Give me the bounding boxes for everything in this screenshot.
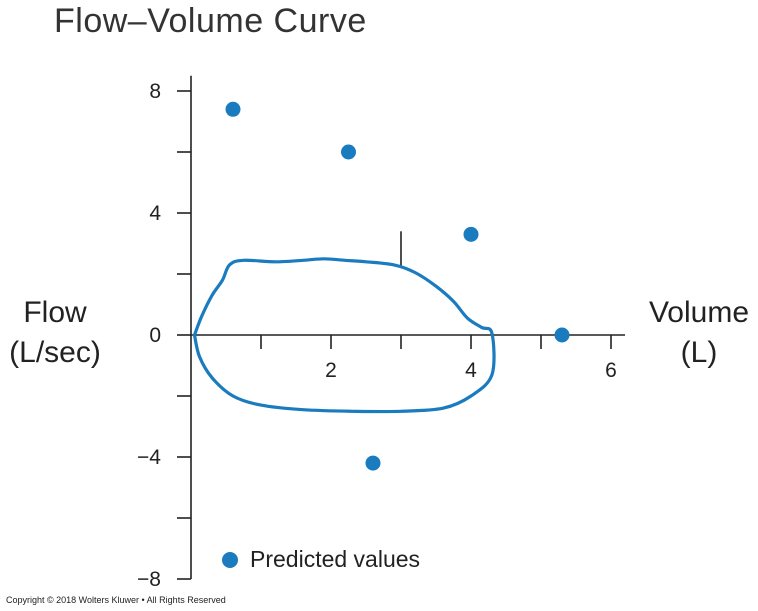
- y-tick-label: −4: [137, 446, 161, 469]
- predicted-value-point: [225, 101, 241, 117]
- predicted-value-point: [463, 226, 479, 242]
- y-tick-label: −8: [137, 568, 161, 591]
- legend-marker: [222, 551, 238, 568]
- flow-volume-loop: [192, 257, 496, 414]
- x-tick-label: 2: [325, 359, 337, 382]
- predicted-value-point: [341, 144, 356, 160]
- copyright-notice: Copyright © 2018 Wolters Kluwer • All Ri…: [6, 595, 226, 605]
- x-tick-label: 4: [465, 359, 477, 382]
- x-axis-label-line-1: Volume: [648, 296, 750, 329]
- y-tick-label: 0: [149, 324, 161, 347]
- predicted-value-point: [365, 455, 381, 471]
- legend-label: Predicted values: [250, 546, 421, 572]
- x-axis-label: Volume (L): [636, 293, 758, 373]
- predicted-value-point: [554, 327, 570, 343]
- chart-title: Flow–Volume Curve: [54, 2, 367, 40]
- y-axis-label-line-1: Flow: [23, 296, 87, 329]
- y-axis-label: Flow (L/sec): [0, 293, 110, 373]
- y-axis-label-line-2: (L/sec): [9, 336, 101, 369]
- y-tick-label: 4: [149, 202, 161, 225]
- x-axis-label-line-2: (L): [680, 336, 718, 369]
- x-tick-label: 6: [605, 359, 617, 382]
- y-tick-label: 8: [149, 80, 161, 103]
- legend: Predicted values: [222, 546, 420, 573]
